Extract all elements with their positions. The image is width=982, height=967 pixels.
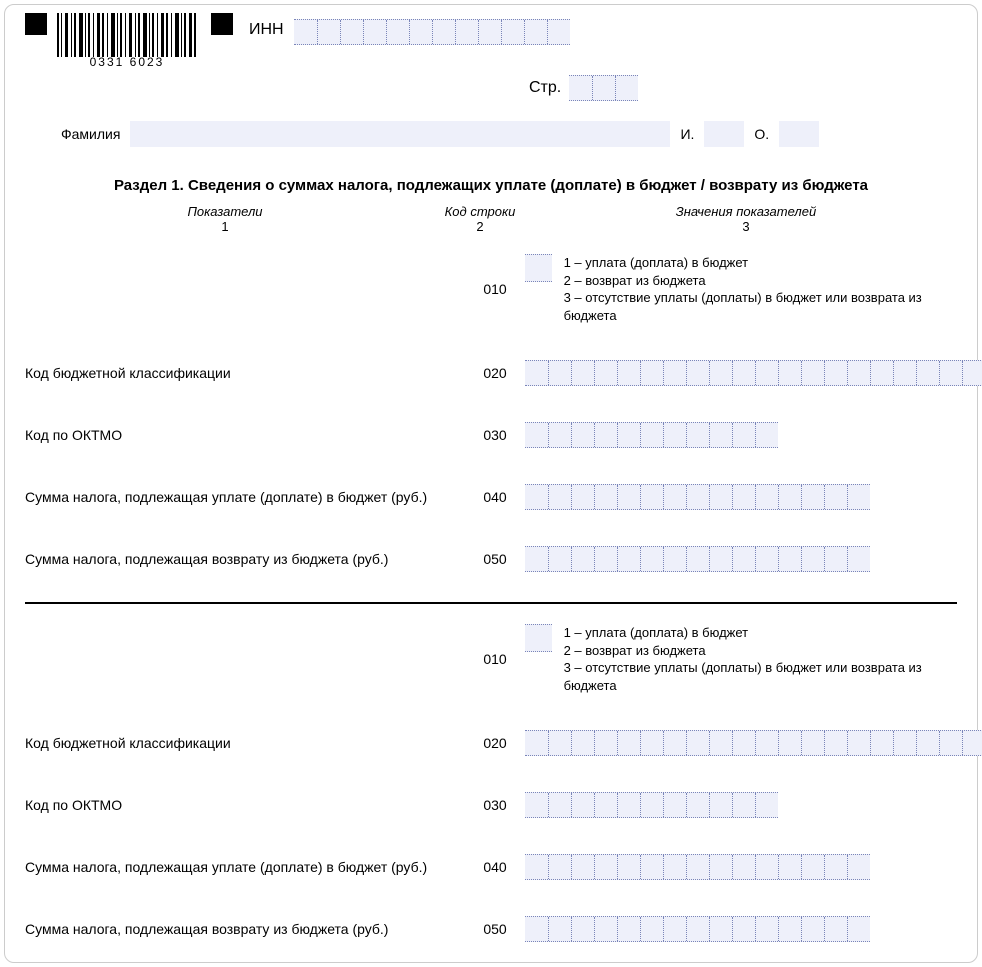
row-010-a: 010 1 – уплата (доплата) в бюджет 2 – во… (25, 254, 957, 324)
inn-input[interactable] (294, 19, 570, 48)
row-020-label: Код бюджетной классификации (25, 365, 465, 381)
header-top-row: 0331 6023 ИНН (25, 13, 957, 69)
form-page: 0331 6023 ИНН Стр. Фамилия И. О. Раздел … (4, 4, 978, 963)
row-040-input[interactable] (525, 484, 870, 510)
row-020-input-b[interactable] (525, 730, 982, 756)
row-040-code: 040 (465, 489, 525, 505)
col-header-1: Показатели 1 (25, 204, 425, 234)
section-title: Раздел 1. Сведения о суммах налога, подл… (25, 177, 957, 194)
barcode-number: 0331 6023 (90, 55, 165, 69)
row-030-a: Код по ОКТМО 030 (25, 422, 957, 448)
row-030-code: 030 (465, 427, 525, 443)
row-020-a: Код бюджетной классификации 020 (25, 360, 957, 386)
row-020-input[interactable] (525, 360, 982, 386)
col-header-2: Код строки 2 (425, 204, 535, 234)
row-040-a: Сумма налога, подлежащая уплате (доплате… (25, 484, 957, 510)
inn-cells[interactable] (294, 19, 570, 45)
row-010-b: 010 1 – уплата (доплата) в бюджет 2 – во… (25, 624, 957, 694)
surname-label: Фамилия (61, 126, 120, 142)
row-050-a: Сумма налога, подлежащая возврату из бюд… (25, 546, 957, 572)
row-050-code: 050 (465, 551, 525, 567)
page-label: Стр. (529, 79, 561, 97)
row-030-label: Код по ОКТМО (25, 427, 465, 443)
row-050-label: Сумма налога, подлежащая возврату из бюд… (25, 551, 465, 567)
row-050-b: Сумма налога, подлежащая возврату из бюд… (25, 916, 957, 942)
surname-input[interactable] (130, 121, 670, 147)
initial-i-input[interactable] (704, 121, 744, 147)
barcode: 0331 6023 (57, 13, 197, 69)
row-050-input[interactable] (525, 546, 870, 572)
row-040-input-b[interactable] (525, 854, 870, 880)
page-number-row: Стр. (529, 75, 957, 101)
page-number-input[interactable] (569, 75, 638, 101)
row-010-options: 1 – уплата (доплата) в бюджет 2 – возвра… (564, 254, 957, 324)
initial-o-input[interactable] (779, 121, 819, 147)
name-row: Фамилия И. О. (61, 121, 957, 147)
row-030-b: Код по ОКТМО 030 (25, 792, 957, 818)
block-separator (25, 602, 957, 604)
row-030-input[interactable] (525, 422, 778, 448)
row-010-input-b[interactable] (525, 624, 552, 652)
row-030-input-b[interactable] (525, 792, 778, 818)
row-020-b: Код бюджетной классификации 020 (25, 730, 957, 756)
row-040-b: Сумма налога, подлежащая уплате (доплате… (25, 854, 957, 880)
barcode-icon (57, 13, 197, 57)
row-010-input[interactable] (525, 254, 552, 282)
row-040-label: Сумма налога, подлежащая уплате (доплате… (25, 489, 465, 505)
row-010-code: 010 (465, 281, 525, 297)
row-050-input-b[interactable] (525, 916, 870, 942)
row-020-code: 020 (465, 365, 525, 381)
initial-o-label: О. (754, 126, 769, 142)
marker-square-left (25, 13, 47, 35)
marker-square-right (211, 13, 233, 35)
initial-i-label: И. (680, 126, 694, 142)
col-header-3: Значения показателей 3 (535, 204, 957, 234)
inn-label: ИНН (249, 21, 284, 39)
column-headers: Показатели 1 Код строки 2 Значения показ… (25, 204, 957, 234)
